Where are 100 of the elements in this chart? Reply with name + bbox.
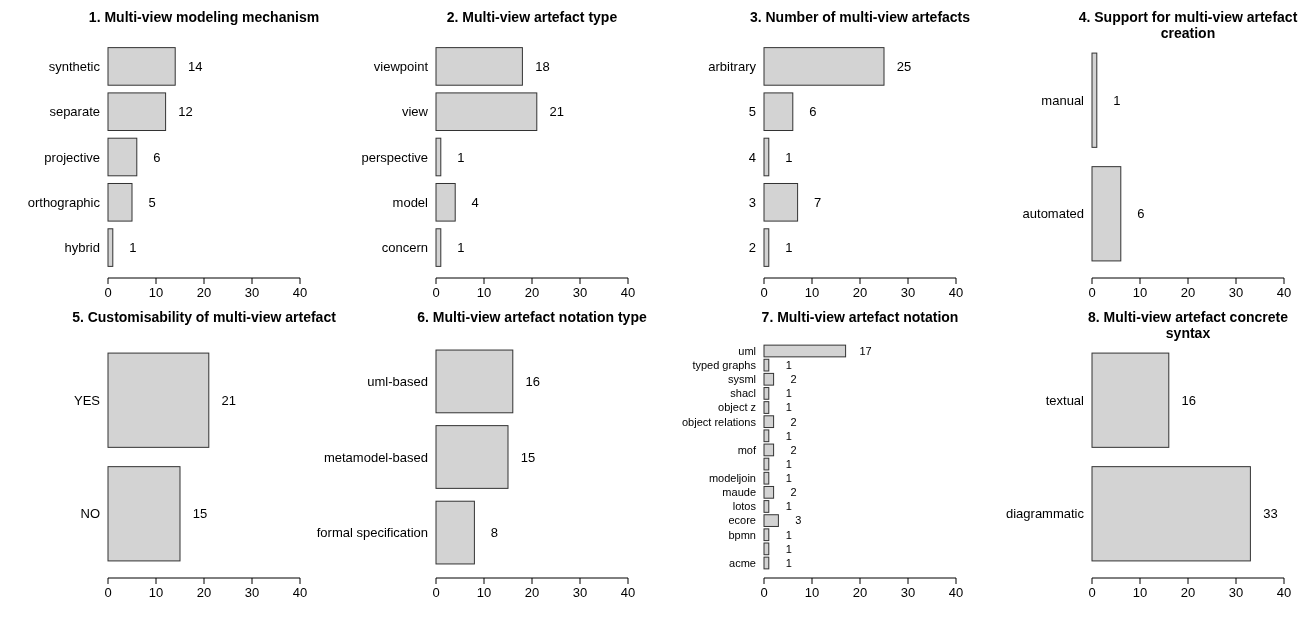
y-tick-label: 2 bbox=[748, 240, 756, 256]
y-tick-label: formal specification bbox=[316, 525, 428, 541]
x-tick-label: 30 bbox=[572, 285, 588, 300]
x-tick-label: 40 bbox=[1276, 585, 1292, 600]
y-tick-label: model bbox=[392, 194, 429, 210]
data-label: 2 bbox=[790, 443, 797, 456]
x-tick-label: 20 bbox=[196, 585, 212, 600]
y-tick-label: typed graphs bbox=[692, 358, 757, 371]
data-label: 1 bbox=[785, 429, 792, 442]
data-label: 1 bbox=[1113, 92, 1121, 108]
x-tick-label: 0 bbox=[432, 585, 440, 600]
data-label: 4 bbox=[471, 194, 479, 210]
bar bbox=[435, 92, 538, 132]
y-tick-label: perspective bbox=[361, 149, 428, 165]
x-tick-label: 20 bbox=[524, 285, 540, 300]
data-label: 1 bbox=[785, 542, 792, 555]
data-label: 2 bbox=[790, 415, 797, 428]
x-tick-label: 0 bbox=[432, 285, 440, 300]
chart-title: 2. Multi-view artefact type bbox=[446, 9, 618, 25]
y-tick-label: NO bbox=[80, 506, 100, 522]
y-tick-label: textual bbox=[1045, 392, 1085, 408]
data-label: 18 bbox=[535, 58, 550, 74]
data-label: 1 bbox=[129, 240, 137, 256]
y-tick-label: lotos bbox=[732, 500, 757, 513]
data-label: 8 bbox=[490, 525, 499, 541]
bar bbox=[435, 425, 509, 489]
y-tick-label: 5 bbox=[748, 104, 756, 120]
y-tick-label: diagrammatic bbox=[1005, 506, 1085, 522]
x-tick-label: 0 bbox=[760, 585, 768, 600]
bar bbox=[763, 183, 799, 222]
x-tick-label: 40 bbox=[292, 585, 308, 600]
x-tick-label: 10 bbox=[1132, 585, 1148, 600]
data-label: 12 bbox=[178, 104, 193, 120]
data-label: 1 bbox=[785, 387, 792, 400]
x-tick-label: 40 bbox=[620, 285, 636, 300]
y-tick-label: shacl bbox=[730, 387, 756, 400]
data-label: 3 bbox=[795, 514, 802, 527]
chart-title: 1. Multi-view modeling mechanism bbox=[88, 9, 320, 25]
y-tick-label: automated bbox=[1022, 206, 1084, 222]
bar bbox=[107, 92, 167, 132]
data-label: 16 bbox=[1181, 392, 1197, 408]
data-label: 25 bbox=[896, 58, 912, 74]
x-tick-label: 20 bbox=[1180, 285, 1196, 300]
bar bbox=[435, 500, 475, 565]
x-tick-label: 0 bbox=[1088, 285, 1096, 300]
y-tick-label: concern bbox=[381, 240, 428, 256]
x-tick-label: 40 bbox=[948, 585, 964, 600]
y-tick-label: projective bbox=[44, 149, 100, 165]
y-tick-label: metamodel-based bbox=[323, 449, 428, 465]
y-tick-label: modeljoin bbox=[708, 472, 756, 485]
x-tick-label: 40 bbox=[292, 285, 308, 300]
data-label: 6 bbox=[1137, 206, 1145, 222]
data-label: 1 bbox=[785, 500, 792, 513]
x-tick-label: 10 bbox=[804, 285, 820, 300]
y-tick-label: arbitrary bbox=[708, 58, 757, 74]
data-label: 5 bbox=[148, 194, 156, 210]
y-tick-label: mof bbox=[737, 443, 757, 456]
x-tick-label: 20 bbox=[196, 285, 212, 300]
data-label: 1 bbox=[785, 240, 793, 256]
x-tick-label: 0 bbox=[1088, 585, 1096, 600]
x-tick-label: 20 bbox=[1180, 585, 1196, 600]
bar bbox=[763, 137, 770, 177]
x-tick-label: 40 bbox=[948, 285, 964, 300]
data-label: 1 bbox=[457, 240, 465, 256]
data-label: 1 bbox=[785, 358, 792, 371]
y-tick-label: uml bbox=[738, 344, 756, 357]
x-tick-label: 10 bbox=[804, 585, 820, 600]
chart-title: 8. Multi-view artefact concrete syntax bbox=[1088, 309, 1289, 341]
x-tick-label: 0 bbox=[760, 285, 768, 300]
x-tick-label: 0 bbox=[104, 285, 112, 300]
bar bbox=[107, 183, 133, 222]
data-label: 17 bbox=[859, 344, 872, 357]
y-tick-label: sysml bbox=[727, 373, 756, 386]
bar bbox=[763, 92, 794, 132]
data-label: 15 bbox=[520, 449, 536, 465]
chart-title: 7. Multi-view artefact notation bbox=[761, 309, 959, 325]
data-label: 2 bbox=[790, 373, 797, 386]
data-label: 33 bbox=[1263, 506, 1278, 522]
data-label: 15 bbox=[192, 506, 208, 522]
x-tick-label: 30 bbox=[572, 585, 588, 600]
chart-title: 6. Multi-view artefact notation type bbox=[417, 309, 647, 325]
x-tick-label: 10 bbox=[148, 285, 164, 300]
y-tick-label: YES bbox=[73, 392, 101, 408]
data-label: 1 bbox=[785, 528, 792, 541]
y-tick-label: synthetic bbox=[48, 58, 101, 74]
y-tick-label: manual bbox=[1041, 92, 1085, 108]
chart-title: 5. Customisability of multi-view artefact bbox=[72, 309, 337, 325]
chart-title: 3. Number of multi-view artefacts bbox=[749, 9, 971, 25]
data-label: 1 bbox=[785, 149, 793, 165]
chart-title: 4. Support for multi-view artefact creation bbox=[1078, 9, 1298, 41]
bar bbox=[107, 137, 138, 177]
y-tick-label: bpmn bbox=[728, 528, 756, 541]
y-tick-label: hybrid bbox=[64, 240, 100, 256]
x-tick-label: 20 bbox=[852, 285, 868, 300]
data-label: 14 bbox=[187, 58, 203, 74]
y-tick-label: 3 bbox=[748, 194, 756, 210]
bar bbox=[435, 228, 442, 267]
x-tick-label: 30 bbox=[1228, 585, 1244, 600]
x-tick-label: 30 bbox=[244, 285, 260, 300]
data-label: 21 bbox=[549, 104, 565, 120]
